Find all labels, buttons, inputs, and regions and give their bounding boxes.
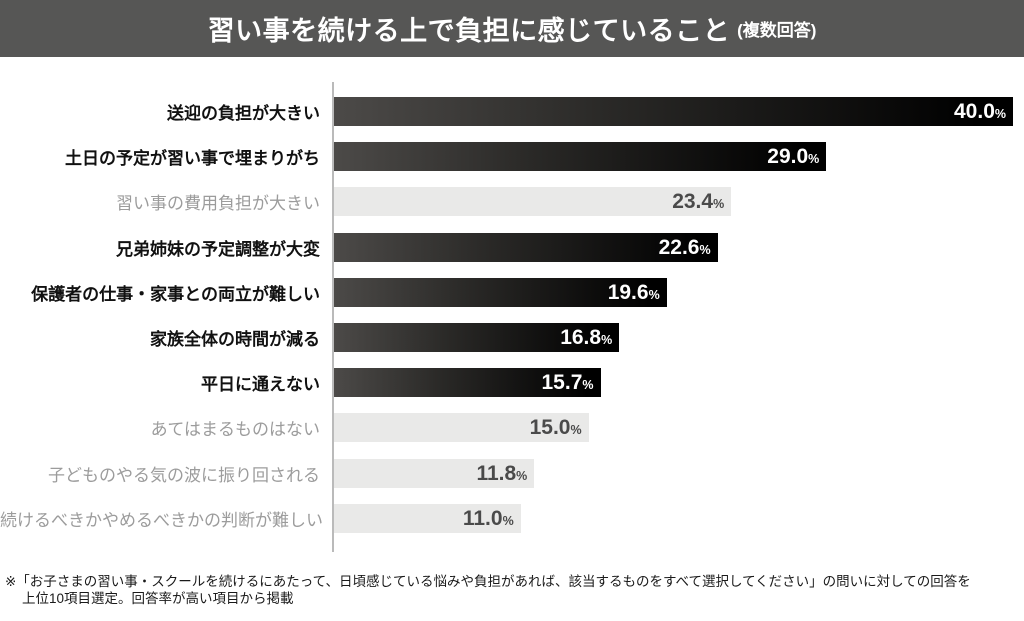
bar-row: 土日の予定が習い事で埋まりがち 29.0%: [0, 134, 1024, 179]
bar-category-label: あてはまるものはない: [150, 420, 320, 440]
bar-row: 子どものやる気の波に振り回される 11.8%: [0, 451, 1024, 496]
bar: 16.8%: [334, 323, 620, 353]
bar-value-number: 11.0: [462, 506, 503, 530]
percent-sign: %: [648, 287, 660, 302]
bar-value-number: 16.8: [560, 326, 602, 350]
bar-value-label: 11.0%: [463, 508, 521, 529]
percent-sign: %: [699, 242, 711, 257]
bar: 15.7%: [334, 368, 601, 398]
bar-row: 家族全体の時間が減る 16.8%: [0, 315, 1024, 360]
percent-sign: %: [713, 197, 725, 212]
chart-title-banner: 習い事を続ける上で負担に感じていること (複数回答): [0, 0, 1024, 57]
footnote-line-1: ※「お子さまの習い事・スクールを続けるにあたって、日頃感じている悩みや負担があれ…: [5, 574, 971, 589]
bar-value-label: 40.0%: [954, 101, 1013, 122]
percent-sign: %: [601, 333, 613, 348]
bar-value-label: 22.6%: [659, 237, 718, 258]
bar: 22.6%: [334, 232, 718, 262]
bar-value-number: 22.6: [658, 235, 700, 259]
bar-value-number: 19.6: [607, 280, 649, 304]
bar: 40.0%: [334, 97, 1013, 127]
footnote: ※「お子さまの習い事・スクールを続けるにあたって、日頃感じている悩みや負担があれ…: [5, 573, 1019, 607]
bar-row: あてはまるものはない 15.0%: [0, 405, 1024, 450]
bar-category-label: 続けるべきかやめるべきかの判断が難しい: [0, 510, 323, 530]
bar-category-label: 土日の予定が習い事で埋まりがち: [65, 149, 320, 169]
bar-category-label: 兄弟姉妹の予定調整が大変: [116, 239, 320, 259]
bar-category-label: 子どものやる気の波に振り回される: [48, 465, 320, 485]
percent-sign: %: [502, 513, 514, 528]
bar: 29.0%: [334, 142, 827, 172]
bar-value-number: 15.7: [541, 371, 583, 395]
page-title: 習い事を続ける上で負担に感じていること: [207, 16, 731, 46]
bar-row: 兄弟姉妹の予定調整が大変 22.6%: [0, 225, 1024, 270]
percent-sign: %: [516, 468, 528, 483]
bar-value-label: 15.0%: [530, 417, 589, 438]
bar-value-number: 40.0: [954, 100, 995, 124]
bar: 11.0%: [334, 503, 521, 533]
bar-row: 保護者の仕事・家事との両立が難しい 19.6%: [0, 270, 1024, 315]
percent-sign: %: [570, 423, 582, 438]
bar-category-label: 送迎の負担が大きい: [167, 104, 320, 124]
footnote-line-2: 上位10項目選定。回答率が高い項目から掲載: [22, 591, 294, 606]
bar-value-label: 11.8%: [476, 463, 534, 484]
bar: 23.4%: [334, 187, 732, 217]
bar-value-number: 23.4: [672, 190, 714, 214]
bar-value-number: 11.8: [476, 461, 517, 485]
y-axis-line: [332, 82, 334, 552]
bar-category-label: 保護者の仕事・家事との両立が難しい: [31, 284, 320, 304]
page-title-suffix: (複数回答): [737, 21, 817, 40]
bar-rows: 送迎の負担が大きい 40.0% 土日の予定が習い事で埋まりがち 29.0% 習い…: [0, 89, 1024, 541]
bar-row: 平日に通えない 15.7%: [0, 360, 1024, 405]
bar-value-label: 29.0%: [767, 146, 826, 167]
bar-chart: 送迎の負担が大きい 40.0% 土日の予定が習い事で埋まりがち 29.0% 習い…: [0, 82, 1024, 552]
percent-sign: %: [808, 152, 820, 167]
bar-category-label: 平日に通えない: [201, 375, 320, 395]
bar-value-number: 29.0: [767, 145, 809, 169]
bar-category-label: 家族全体の時間が減る: [150, 330, 320, 350]
bar-row: 習い事の費用負担が大きい 23.4%: [0, 179, 1024, 224]
bar-row: 続けるべきかやめるべきかの判断が難しい 11.0%: [0, 496, 1024, 541]
bar: 15.0%: [334, 413, 589, 443]
bar-category-label: 習い事の費用負担が大きい: [116, 194, 320, 214]
percent-sign: %: [994, 107, 1006, 122]
bar-value-label: 19.6%: [608, 282, 667, 303]
bar-value-label: 15.7%: [542, 372, 601, 393]
bar: 19.6%: [334, 277, 667, 307]
bar-value-number: 15.0: [529, 416, 571, 440]
bar-value-label: 23.4%: [672, 191, 731, 212]
percent-sign: %: [582, 378, 594, 393]
bar-row: 送迎の負担が大きい 40.0%: [0, 89, 1024, 134]
bar-value-label: 16.8%: [560, 327, 619, 348]
bar: 11.8%: [334, 458, 535, 488]
